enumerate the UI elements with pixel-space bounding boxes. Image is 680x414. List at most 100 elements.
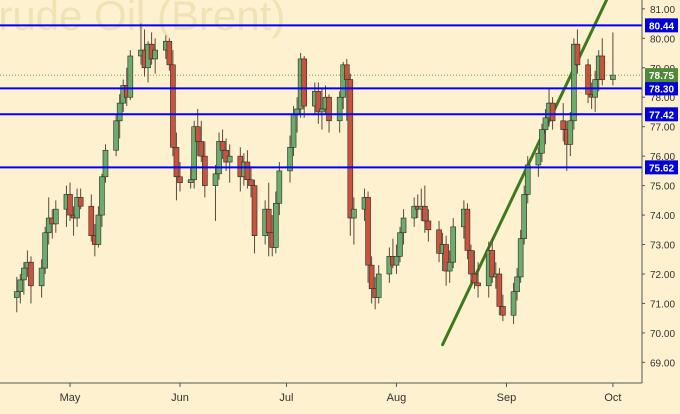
candle-body-down (251, 185, 258, 236)
candle (521, 185, 527, 245)
candle (42, 226, 48, 274)
candle-body-up (74, 197, 80, 219)
candle (88, 194, 95, 242)
candle (475, 262, 481, 298)
x-tick-label: Oct (604, 392, 621, 404)
y-tick-label: 69.00 (650, 358, 675, 369)
candle (21, 262, 27, 295)
candle (244, 150, 251, 189)
candle-body-up (517, 238, 524, 278)
candle (127, 50, 134, 101)
candle-body-down (585, 64, 591, 95)
candle-body-up (510, 291, 517, 316)
candle-body-down (343, 64, 350, 80)
candle (422, 185, 428, 233)
candle-body-down (67, 194, 73, 216)
candle (368, 256, 375, 304)
candle (74, 188, 80, 227)
y-tick-label: 70.00 (650, 329, 675, 340)
candle-body-up (42, 232, 48, 269)
candle-body-down (549, 102, 556, 122)
candle-body-down (347, 79, 354, 219)
y-tick-label: 77.00 (650, 123, 675, 134)
level-layer (0, 24, 642, 169)
candle-body-up (340, 64, 347, 98)
candle (248, 167, 254, 198)
candle-body-up (45, 217, 52, 234)
candle-body-down (599, 55, 606, 80)
candle (219, 129, 226, 160)
candle (560, 103, 567, 142)
candle-body-up (375, 273, 382, 298)
candle (393, 244, 400, 274)
candle-body-down (468, 250, 474, 275)
candle-body-up (212, 173, 219, 186)
candle-body-up (542, 117, 549, 130)
candle (400, 209, 407, 245)
candle-body-up (102, 149, 109, 178)
candle-body-up (113, 120, 119, 151)
candle-body-down (88, 205, 95, 236)
candle (95, 206, 102, 248)
candle (411, 197, 417, 227)
y-tick-label: 80.00 (650, 34, 675, 45)
candle-body-up (400, 217, 407, 234)
candle-body-up (411, 205, 417, 219)
candle (212, 164, 219, 221)
candle (535, 147, 542, 177)
last-price-label-box (645, 68, 678, 83)
y-tick-label: 74.00 (650, 211, 675, 222)
x-tick-label: Jul (279, 392, 293, 404)
candle (489, 238, 496, 283)
y-tick-label: 72.00 (650, 270, 675, 281)
candle (340, 61, 347, 110)
candle-body-down (265, 208, 272, 234)
candle-body-up (191, 126, 197, 181)
candle (102, 144, 109, 183)
candle-body-down (244, 161, 251, 181)
y-tick-label: 81.00 (650, 5, 675, 16)
candle-body-up (336, 96, 343, 122)
candle-body-up (514, 276, 520, 292)
candle-body-down (471, 273, 478, 284)
candle-body-up (53, 208, 59, 225)
candle-body-down (194, 126, 201, 142)
candle-body-up (290, 114, 297, 148)
candle-body-down (28, 261, 34, 287)
candle (397, 226, 403, 263)
candle-body-down (425, 220, 432, 231)
candle-body-down (219, 141, 226, 151)
candle (450, 218, 457, 269)
candle (287, 135, 293, 183)
candle (567, 111, 574, 157)
candle-body-down (368, 264, 375, 290)
chart-title-watermark: Crude Oil (Brent) (0, 0, 285, 39)
candle (38, 259, 45, 298)
x-tick-label: Jun (171, 392, 189, 404)
x-tick-label: Sep (497, 392, 517, 404)
candle (347, 73, 354, 236)
candle-body-up (116, 102, 123, 122)
level-label: 78.30 (649, 84, 674, 95)
candle (28, 256, 34, 304)
candle (276, 162, 283, 216)
candle-body-down (166, 40, 173, 66)
candle-body-down (443, 244, 449, 272)
candle-body-down (365, 197, 371, 266)
candle-body-down (326, 96, 332, 122)
x-tick-label: May (60, 392, 81, 404)
candle-body-up (95, 214, 102, 245)
x-tick-label: Aug (387, 392, 407, 404)
candle-body-down (560, 120, 567, 130)
level-label: 80.44 (649, 21, 674, 32)
candle-body-down (77, 197, 84, 207)
candle-body-up (539, 129, 545, 154)
candle-body-up (446, 261, 453, 272)
candle (273, 191, 279, 254)
candle-body-up (273, 202, 279, 248)
candle (500, 294, 506, 322)
candle (336, 91, 343, 133)
candle (170, 50, 176, 157)
last-price-label: 78.75 (649, 71, 674, 82)
